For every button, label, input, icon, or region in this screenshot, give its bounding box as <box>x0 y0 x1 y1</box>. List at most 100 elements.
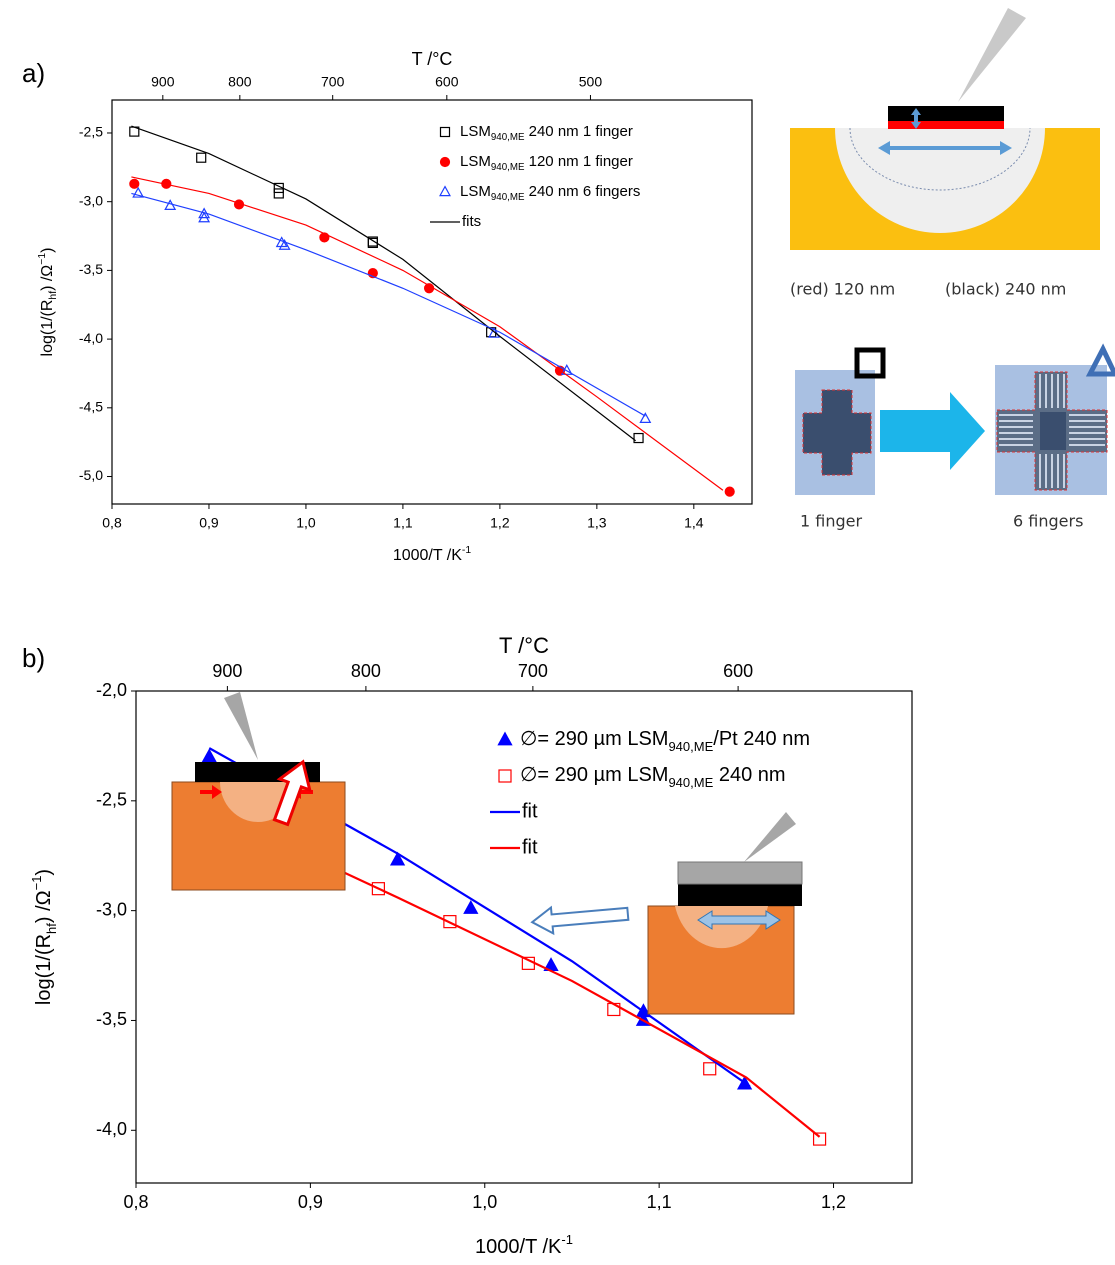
text-part: hf <box>48 291 59 300</box>
x-tick-label: 1,0 <box>296 515 316 531</box>
text-part: 1000/T /K <box>393 547 462 564</box>
arrow <box>878 141 1012 155</box>
marker <box>497 731 513 746</box>
text-part: ∅= 290 µm LSM <box>520 764 668 786</box>
y-tick-label: -4,0 <box>96 1119 127 1139</box>
x2-tick-label: 900 <box>151 74 175 90</box>
marker <box>198 211 211 223</box>
legend-item: ∅= 290 µm LSM940,ME/Pt 240 nm <box>497 728 810 754</box>
legend-item: LSM940,ME 240 nm 1 finger <box>439 123 633 143</box>
text-part: -1 <box>561 1232 573 1247</box>
text-part: −1 <box>37 253 48 265</box>
text-part: log(1/(R <box>33 934 55 1005</box>
y-tick-label: -3,5 <box>79 261 103 277</box>
electrode-layer <box>888 121 1004 129</box>
hollow-arrow <box>530 905 630 936</box>
marker <box>389 851 406 866</box>
y-tick-label: -4,5 <box>79 399 103 415</box>
text-part: 120 nm 1 finger <box>524 153 632 170</box>
text-part: ∅= 290 µm LSM <box>520 728 668 750</box>
x2-tick-label: 600 <box>723 661 753 681</box>
marker <box>488 326 501 338</box>
finger-lines <box>999 374 1105 488</box>
x2-tick-label: 700 <box>321 74 345 90</box>
marker <box>463 900 479 914</box>
fit-line <box>255 830 821 1138</box>
x-tick-label: 1,2 <box>821 1192 846 1212</box>
arrow <box>697 910 781 930</box>
symbol <box>1085 343 1115 377</box>
arrow <box>200 785 222 799</box>
legend-item: LSM940,ME 120 nm 1 finger <box>439 153 633 173</box>
marker <box>639 412 652 424</box>
needle <box>958 8 1026 102</box>
x-tick-label: 1,4 <box>684 515 704 531</box>
text-part: 940,ME <box>491 192 525 203</box>
text-part: ) <box>39 248 56 253</box>
text-part: -1 <box>462 545 471 556</box>
marker <box>439 185 451 197</box>
x-tick-label: 1,1 <box>647 1192 672 1212</box>
arrow <box>880 392 985 470</box>
marker <box>724 486 735 497</box>
legend-label: fit <box>522 800 538 822</box>
legend-item: fit <box>490 800 538 822</box>
x-tick-label: 1,2 <box>490 515 510 531</box>
legend-label: LSM940,ME 240 nm 1 finger <box>460 123 633 143</box>
marker <box>196 152 207 163</box>
zone-outline <box>849 127 1031 191</box>
legend-label: LSM940,ME 120 nm 1 finger <box>460 153 633 173</box>
diagram-label: 1 finger <box>800 512 862 531</box>
x2-axis-title: T /°C <box>412 49 453 69</box>
x2-tick-label: 900 <box>212 661 242 681</box>
marker <box>371 882 385 896</box>
x-tick-label: 0,8 <box>102 515 122 531</box>
text-part: 940,ME <box>668 775 713 790</box>
marker <box>439 156 451 168</box>
text-part: 1000/T /K <box>475 1236 562 1258</box>
hollow-arrow <box>272 759 312 827</box>
y-axis-title: log(1/(Rhf) /Ω−1) <box>29 869 59 1005</box>
marker <box>278 239 291 250</box>
x2-tick-label: 700 <box>518 661 548 681</box>
legend-item: LSM940,ME 240 nm 6 fingers <box>439 183 640 203</box>
text-part: log(1/(R <box>39 300 56 357</box>
electrode-cross <box>802 389 872 476</box>
y-tick-label: -2,5 <box>79 124 103 140</box>
text-part: 240 nm <box>713 764 785 786</box>
finger-diagram: 1 finger 6 fingers <box>795 343 1115 531</box>
x-tick-label: 0,9 <box>298 1192 323 1212</box>
y-axis-title: log(1/(Rhf) /Ω−1) <box>37 248 59 357</box>
marker <box>129 178 140 189</box>
legend-label: LSM940,ME 240 nm 6 fingers <box>460 183 640 203</box>
x-tick-label: 1,3 <box>587 515 607 531</box>
x-tick-label: 0,9 <box>199 515 219 531</box>
y-tick-label: -2,0 <box>96 680 127 700</box>
needle <box>224 692 258 760</box>
cross-section-diagram: (red) 120 nm (black) 240 nm <box>790 8 1100 299</box>
text-part: ) /Ω <box>39 265 56 291</box>
x-axis-title: 1000/T /K-1 <box>475 1232 573 1258</box>
marker <box>439 126 451 138</box>
text-part: −1 <box>29 876 44 891</box>
marker <box>443 915 457 929</box>
legend-label: ∅= 290 µm LSM940,ME/Pt 240 nm <box>520 728 810 754</box>
electrode <box>678 884 802 906</box>
charts: -2,5 -3,0 -3,5 -4,0 -4,5 -5,0 0,8 0,9 1,0 1,1 1,2 1… <box>29 49 913 1258</box>
marker <box>703 1062 717 1076</box>
y-tick-label: -4,0 <box>79 330 103 346</box>
legend-item: fits <box>430 213 481 230</box>
marker <box>273 188 284 199</box>
text-part: ) /Ω <box>33 890 55 923</box>
fit-line <box>131 192 646 417</box>
needle <box>744 812 796 862</box>
fit-line <box>131 176 724 491</box>
marker <box>201 748 217 763</box>
x2-tick-label: 800 <box>351 661 381 681</box>
x-tick-label: 1,0 <box>472 1192 497 1212</box>
x-tick-label: 0,8 <box>123 1192 148 1212</box>
marker <box>812 1132 827 1146</box>
x2-tick-label: 600 <box>435 74 459 90</box>
plot-frame <box>135 690 913 1184</box>
